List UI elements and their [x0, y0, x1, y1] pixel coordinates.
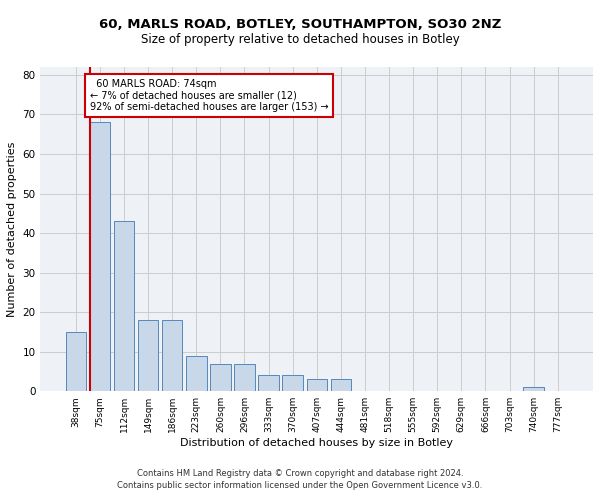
Text: Contains HM Land Registry data © Crown copyright and database right 2024.: Contains HM Land Registry data © Crown c… [137, 468, 463, 477]
Bar [162, 320, 182, 392]
Bar [331, 380, 351, 392]
Bar [259, 376, 279, 392]
Bar [283, 376, 303, 392]
Bar [210, 364, 230, 392]
Bar [65, 332, 86, 392]
X-axis label: Distribution of detached houses by size in Botley: Distribution of detached houses by size … [180, 438, 453, 448]
Bar [138, 320, 158, 392]
Bar [186, 356, 206, 392]
Bar [234, 364, 255, 392]
Text: 60, MARLS ROAD, BOTLEY, SOUTHAMPTON, SO30 2NZ: 60, MARLS ROAD, BOTLEY, SOUTHAMPTON, SO3… [99, 18, 501, 30]
Bar [307, 380, 327, 392]
Y-axis label: Number of detached properties: Number of detached properties [7, 142, 17, 317]
Bar [89, 122, 110, 392]
Bar [114, 221, 134, 392]
Text: Contains public sector information licensed under the Open Government Licence v3: Contains public sector information licen… [118, 481, 482, 490]
Text: Size of property relative to detached houses in Botley: Size of property relative to detached ho… [140, 32, 460, 46]
Text: 60 MARLS ROAD: 74sqm
← 7% of detached houses are smaller (12)
92% of semi-detach: 60 MARLS ROAD: 74sqm ← 7% of detached ho… [90, 79, 328, 112]
Bar [523, 388, 544, 392]
